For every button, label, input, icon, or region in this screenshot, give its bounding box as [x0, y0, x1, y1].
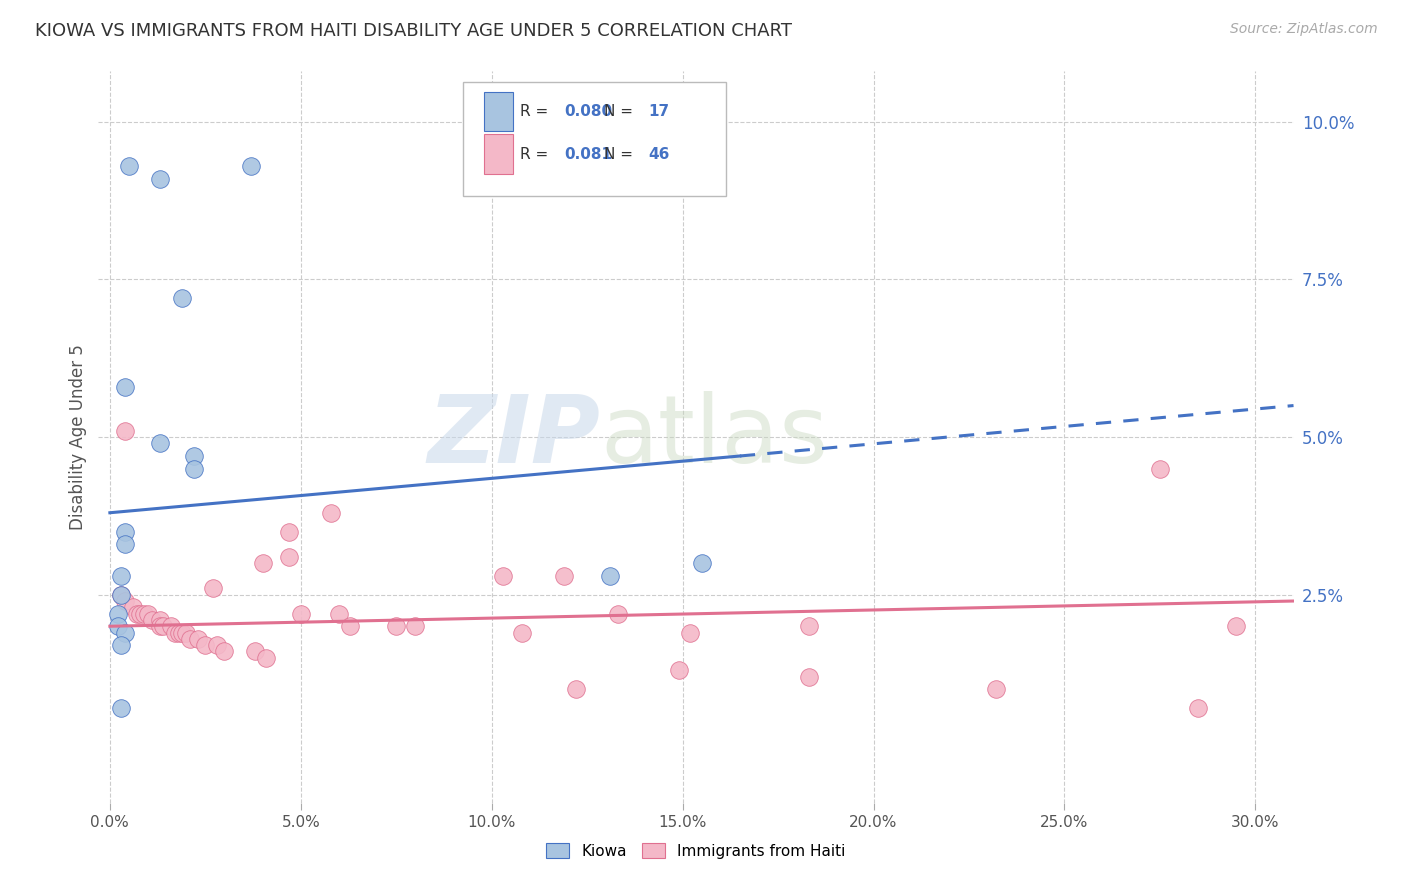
- FancyBboxPatch shape: [463, 82, 725, 195]
- Point: [110, 701, 132, 715]
- Point: [690, 556, 713, 570]
- Point: [110, 588, 132, 602]
- FancyBboxPatch shape: [485, 135, 513, 174]
- Point: [148, 613, 170, 627]
- Point: [1225, 619, 1247, 633]
- Point: [114, 379, 136, 393]
- Point: [125, 607, 148, 621]
- Point: [114, 594, 136, 608]
- Point: [201, 582, 224, 596]
- Point: [121, 600, 143, 615]
- Legend: Kiowa, Immigrants from Haiti: Kiowa, Immigrants from Haiti: [540, 837, 852, 864]
- Point: [129, 607, 152, 621]
- Point: [278, 549, 301, 564]
- Point: [110, 638, 132, 652]
- Point: [797, 670, 820, 684]
- Point: [167, 625, 190, 640]
- Point: [107, 607, 129, 621]
- Point: [984, 682, 1007, 697]
- Point: [110, 588, 132, 602]
- Point: [1149, 461, 1171, 475]
- Point: [172, 291, 194, 305]
- Point: [110, 569, 132, 583]
- Point: [492, 569, 515, 583]
- Text: Source: ZipAtlas.com: Source: ZipAtlas.com: [1230, 22, 1378, 37]
- Point: [183, 461, 205, 475]
- Text: KIOWA VS IMMIGRANTS FROM HAITI DISABILITY AGE UNDER 5 CORRELATION CHART: KIOWA VS IMMIGRANTS FROM HAITI DISABILIT…: [35, 22, 792, 40]
- Point: [114, 424, 136, 438]
- Point: [214, 644, 236, 658]
- Point: [290, 607, 312, 621]
- Point: [564, 682, 586, 697]
- Point: [194, 638, 217, 652]
- Point: [339, 619, 361, 633]
- Text: R =: R =: [520, 146, 554, 161]
- Text: 17: 17: [648, 104, 669, 120]
- Point: [252, 556, 274, 570]
- Point: [114, 524, 136, 539]
- Point: [510, 625, 533, 640]
- Point: [148, 171, 170, 186]
- Text: ZIP: ZIP: [427, 391, 600, 483]
- Point: [404, 619, 426, 633]
- Point: [321, 506, 343, 520]
- Point: [179, 632, 201, 646]
- Text: 0.081: 0.081: [565, 146, 613, 161]
- Point: [254, 650, 277, 665]
- Point: [668, 664, 690, 678]
- Point: [160, 619, 183, 633]
- Text: 46: 46: [648, 146, 669, 161]
- Point: [187, 632, 209, 646]
- Point: [1187, 701, 1209, 715]
- Point: [797, 619, 820, 633]
- Point: [278, 524, 301, 539]
- Point: [606, 607, 628, 621]
- Point: [240, 159, 263, 173]
- Point: [599, 569, 621, 583]
- Point: [136, 607, 159, 621]
- Point: [553, 569, 575, 583]
- Y-axis label: Disability Age Under 5: Disability Age Under 5: [69, 344, 87, 530]
- Point: [148, 436, 170, 450]
- Point: [205, 638, 228, 652]
- Text: R =: R =: [520, 104, 554, 120]
- Point: [152, 619, 174, 633]
- Text: atlas: atlas: [600, 391, 828, 483]
- Point: [243, 644, 266, 658]
- Text: N =: N =: [605, 146, 638, 161]
- Point: [679, 625, 702, 640]
- FancyBboxPatch shape: [485, 92, 513, 131]
- Point: [328, 607, 350, 621]
- Point: [183, 449, 205, 463]
- Point: [107, 619, 129, 633]
- Point: [114, 537, 136, 551]
- Point: [114, 625, 136, 640]
- Point: [172, 625, 194, 640]
- Point: [118, 159, 141, 173]
- Point: [141, 613, 163, 627]
- Point: [134, 607, 156, 621]
- Point: [385, 619, 408, 633]
- Text: N =: N =: [605, 104, 638, 120]
- Point: [148, 619, 170, 633]
- Point: [174, 625, 197, 640]
- Point: [163, 625, 186, 640]
- Text: 0.080: 0.080: [565, 104, 613, 120]
